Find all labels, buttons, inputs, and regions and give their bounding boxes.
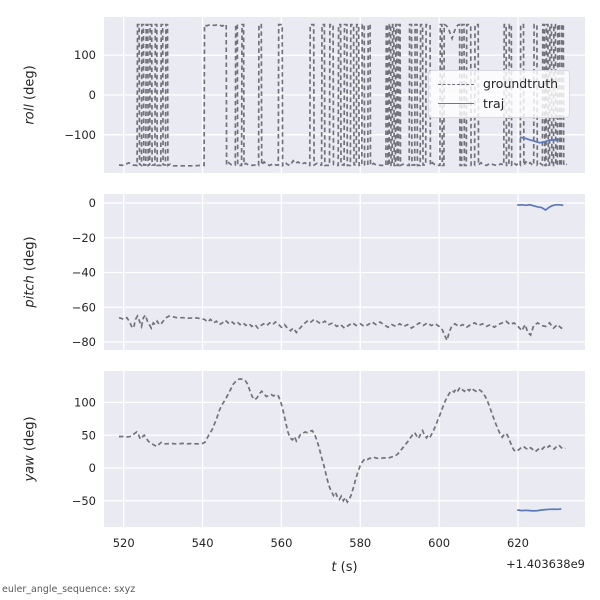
yaw-traj-line [517, 508, 562, 512]
pitch-axis-label: pitch (deg) [23, 236, 38, 307]
x-axis-label-unit: (s) [340, 560, 358, 575]
roll-axis-label-var: roll [22, 104, 38, 125]
pitch-ytick-label: −60 [72, 300, 96, 314]
legend: groundtruth traj [428, 70, 571, 118]
yaw-ytick-label: 50 [81, 428, 96, 442]
yaw-ytick-label: 100 [74, 395, 96, 409]
roll-axis-label: roll (deg) [23, 65, 38, 124]
roll-axis-label-unit: (deg) [22, 65, 38, 100]
yaw-ytick-label: −50 [72, 494, 96, 508]
legend-entry-groundtruth: groundtruth [438, 76, 559, 91]
xtick-label: 520 [113, 536, 135, 550]
roll-ytick-label: −100 [64, 128, 96, 142]
yaw-axis-label: yaw (deg) [23, 416, 38, 481]
yaw-ytick-label: 0 [89, 461, 96, 475]
pitch-groundtruth-line [118, 313, 566, 343]
roll-ytick-label: 100 [74, 48, 96, 62]
xtick-label: 540 [192, 536, 214, 550]
yaw-groundtruth-line [119, 378, 566, 504]
x-axis-offset-text: +1.403638e9 [506, 557, 585, 571]
pitch-axis-label-unit: (deg) [22, 236, 38, 272]
yaw-axis-label-var: yaw [22, 455, 38, 482]
pitch-traj-line [517, 203, 564, 212]
yaw-axis-label-unit: (deg) [22, 416, 38, 452]
yaw-subplot: −50 0 50 100 520 540 560 580 600 620 [72, 371, 585, 550]
x-axis-label: t (s) [104, 560, 585, 575]
xtick-label: 620 [507, 536, 529, 550]
pitch-ytick-label: −20 [72, 231, 96, 245]
pitch-ytick-label: 0 [89, 196, 96, 210]
legend-label-groundtruth: groundtruth [483, 76, 559, 91]
xtick-label: 580 [349, 536, 371, 550]
x-axis-label-var: t [331, 560, 337, 575]
groundtruth-line-sample [438, 83, 474, 85]
roll-groundtruth-line [118, 23, 568, 169]
pitch-axis-label-var: pitch [22, 275, 38, 308]
roll-traj-line [519, 136, 560, 144]
pitch-subplot: −80 −60 −40 −20 0 [72, 194, 585, 350]
xtick-label: 600 [428, 536, 450, 550]
legend-entry-traj: traj [438, 95, 558, 111]
legend-label-traj: traj [483, 95, 505, 111]
pitch-ytick-label: −40 [72, 266, 96, 280]
roll-ytick-label: 0 [89, 88, 96, 102]
traj-line-sample [438, 103, 474, 105]
euler-sequence-note: euler_angle_sequence: sxyz [2, 584, 136, 595]
xtick-label: 560 [270, 536, 292, 550]
pitch-ytick-label: −80 [72, 335, 96, 349]
